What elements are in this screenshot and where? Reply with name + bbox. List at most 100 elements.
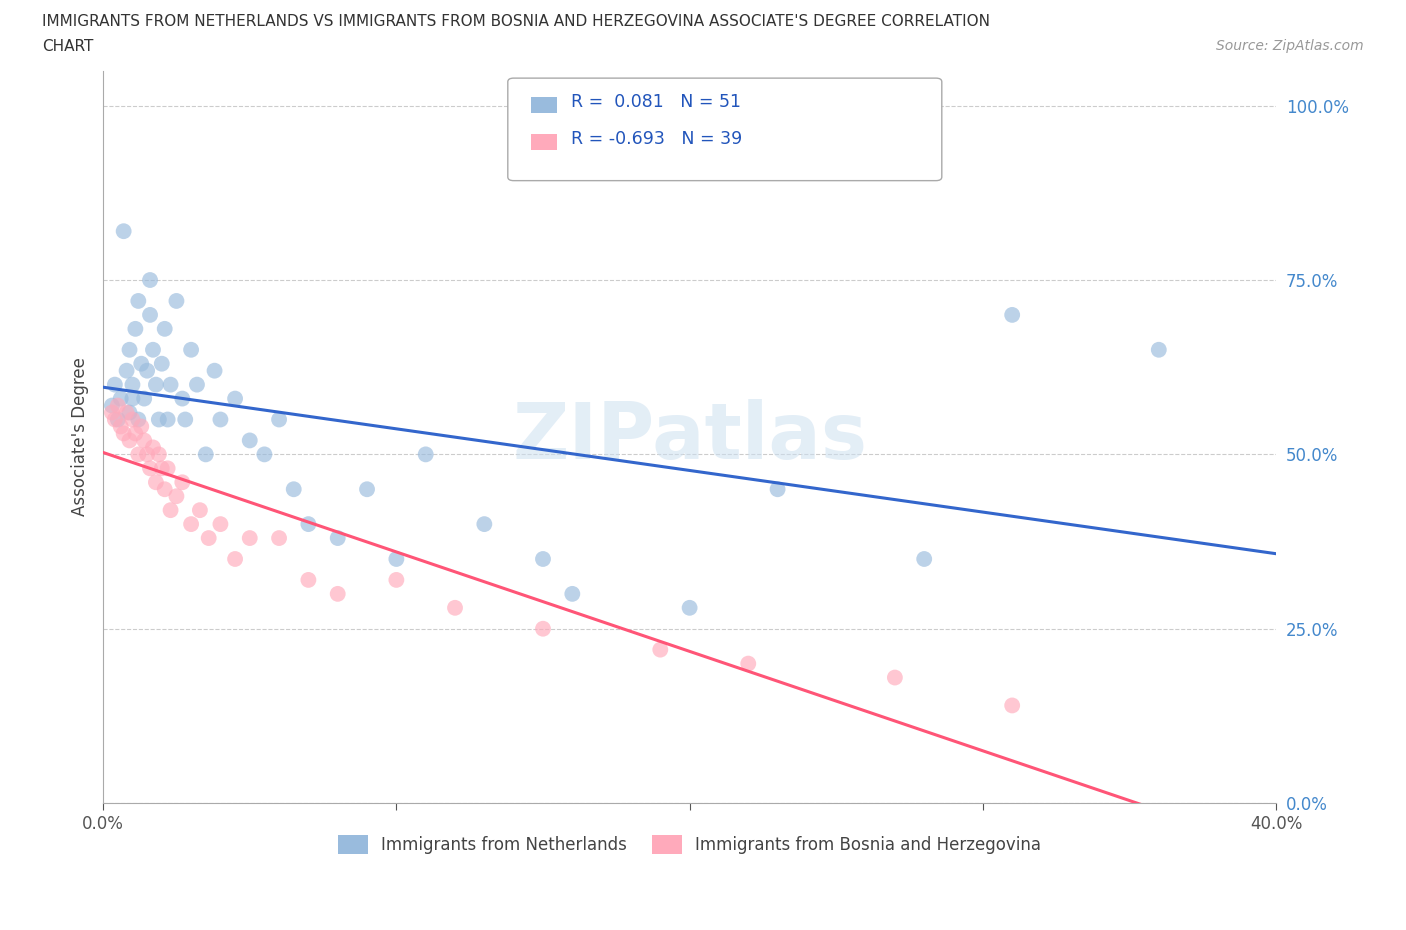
Point — [139, 272, 162, 287]
Point — [101, 398, 124, 413]
Point — [253, 447, 276, 462]
Point — [297, 573, 319, 588]
Point — [912, 551, 935, 566]
Point — [224, 392, 246, 406]
Point — [101, 405, 124, 420]
Point — [267, 531, 290, 546]
Point — [156, 412, 179, 427]
Point — [209, 412, 232, 427]
Point — [188, 503, 211, 518]
Point — [104, 378, 127, 392]
Point — [165, 294, 187, 309]
Point — [883, 671, 905, 685]
Point — [127, 294, 149, 309]
Point — [650, 643, 672, 658]
Point — [385, 551, 408, 566]
Point — [186, 378, 208, 392]
Point — [148, 447, 170, 462]
Legend: Immigrants from Netherlands, Immigrants from Bosnia and Herzegovina: Immigrants from Netherlands, Immigrants … — [332, 828, 1047, 860]
Point — [134, 433, 156, 448]
Point — [180, 517, 202, 532]
FancyBboxPatch shape — [531, 134, 557, 150]
Point — [326, 587, 349, 602]
Point — [139, 308, 162, 323]
Point — [766, 482, 789, 497]
Point — [239, 433, 262, 448]
Point — [121, 392, 143, 406]
Point — [531, 621, 554, 636]
Point — [118, 433, 141, 448]
Point — [142, 342, 165, 357]
Point — [121, 378, 143, 392]
Point — [129, 419, 152, 434]
Point — [531, 551, 554, 566]
Point — [156, 461, 179, 476]
Text: ZIPatlas: ZIPatlas — [512, 399, 868, 475]
Text: R = -0.693   N = 39: R = -0.693 N = 39 — [571, 130, 742, 148]
Point — [239, 531, 262, 546]
Point — [197, 531, 219, 546]
Point — [165, 489, 187, 504]
Point — [385, 573, 408, 588]
Point — [136, 364, 159, 379]
Point — [153, 322, 176, 337]
Point — [153, 482, 176, 497]
Point — [124, 426, 146, 441]
Point — [472, 517, 495, 532]
Point — [224, 551, 246, 566]
Point — [172, 475, 194, 490]
Y-axis label: Associate's Degree: Associate's Degree — [72, 357, 89, 516]
Point — [172, 392, 194, 406]
Point — [121, 412, 143, 427]
Text: IMMIGRANTS FROM NETHERLANDS VS IMMIGRANTS FROM BOSNIA AND HERZEGOVINA ASSOCIATE': IMMIGRANTS FROM NETHERLANDS VS IMMIGRANT… — [42, 14, 990, 29]
Point — [737, 657, 759, 671]
Point — [326, 531, 349, 546]
Point — [678, 601, 700, 616]
Point — [139, 461, 162, 476]
FancyBboxPatch shape — [531, 97, 557, 113]
Point — [204, 364, 226, 379]
Point — [444, 601, 467, 616]
Point — [1147, 342, 1170, 357]
Point — [110, 392, 132, 406]
Point — [145, 475, 167, 490]
Point — [110, 419, 132, 434]
Point — [148, 412, 170, 427]
Point — [194, 447, 217, 462]
Point — [112, 224, 135, 239]
Point — [209, 517, 232, 532]
Point — [136, 447, 159, 462]
Point — [107, 398, 129, 413]
Text: R =  0.081   N = 51: R = 0.081 N = 51 — [571, 93, 741, 112]
Text: Source: ZipAtlas.com: Source: ZipAtlas.com — [1216, 39, 1364, 53]
Point — [159, 503, 181, 518]
Point — [142, 440, 165, 455]
Point — [127, 412, 149, 427]
FancyBboxPatch shape — [508, 78, 942, 180]
Point — [112, 426, 135, 441]
Point — [150, 356, 173, 371]
Point — [150, 461, 173, 476]
Point — [267, 412, 290, 427]
Point — [124, 322, 146, 337]
Point — [115, 364, 138, 379]
Point — [1001, 698, 1024, 713]
Point — [118, 342, 141, 357]
Text: CHART: CHART — [42, 39, 94, 54]
Point — [561, 587, 583, 602]
Point — [283, 482, 305, 497]
Point — [107, 412, 129, 427]
Point — [115, 405, 138, 420]
Point — [1001, 308, 1024, 323]
Point — [104, 412, 127, 427]
Point — [180, 342, 202, 357]
Point — [118, 405, 141, 420]
Point — [356, 482, 378, 497]
Point — [174, 412, 197, 427]
Point — [134, 392, 156, 406]
Point — [145, 378, 167, 392]
Point — [297, 517, 319, 532]
Point — [415, 447, 437, 462]
Point — [129, 356, 152, 371]
Point — [159, 378, 181, 392]
